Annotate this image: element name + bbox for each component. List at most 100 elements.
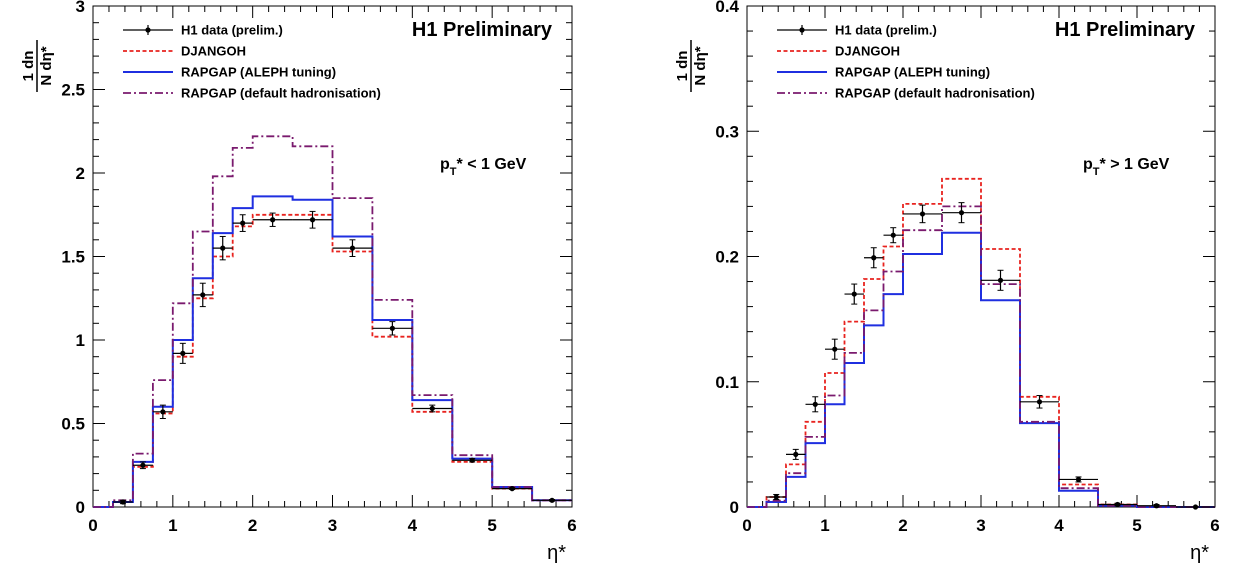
data-point: [903, 204, 942, 224]
chart-title: H1 Preliminary: [412, 19, 553, 41]
y-tick-label: 0: [76, 498, 85, 517]
data-point: [192, 282, 213, 308]
legend-item: RAPGAP (default hadronisation): [123, 86, 381, 101]
y-axis-label: 1 dn N dη*: [20, 40, 55, 92]
legend-label: H1 data (prelim.): [181, 23, 283, 38]
data-point: [805, 396, 825, 413]
y-tick-label: 0.3: [715, 122, 739, 141]
chart-panel-2: 0 1 2 3 4 5 6 0 0.1 0.2 0.3 0.4 η* 1 dn N dη* H1 Prelim…: [674, 0, 1220, 564]
data-point-marker: [120, 499, 126, 505]
x-tick-label: 4: [1054, 516, 1064, 535]
y-tick-label: 0.2: [715, 248, 739, 267]
legend-item: RAPGAP (ALEPH tuning): [777, 65, 990, 80]
x-tick-label: 4: [408, 516, 418, 535]
chart-annotation: pT* < 1 GeV: [440, 156, 527, 178]
data-point-marker: [832, 346, 838, 352]
legend-item: DJANGOH: [123, 44, 246, 59]
data-point: [883, 227, 903, 244]
data-point: [112, 499, 133, 505]
data-point-marker: [812, 401, 818, 407]
legend: H1 data (prelim.) DJANGOH RAPGAP (ALEPH tu…: [123, 23, 381, 101]
data-point-marker: [1075, 476, 1082, 483]
data-point-marker: [851, 291, 857, 297]
y-tick-label: 1.5: [61, 248, 85, 267]
legend-item: RAPGAP (default hadronisation): [777, 86, 1035, 101]
legend-item: H1 data (prelim.): [123, 23, 283, 38]
legend-swatch-marker: [145, 27, 151, 33]
y-tick-label: 0: [730, 498, 739, 517]
data-point: [212, 235, 233, 261]
data-point: [492, 486, 533, 492]
x-tick-label: 2: [898, 516, 907, 535]
series-line-rapgap-default-hadronisation: [93, 135, 572, 508]
x-tick-label: 3: [976, 516, 985, 535]
data-point: [1176, 504, 1215, 510]
data-point: [232, 214, 253, 232]
y-tick-label: 2.5: [61, 81, 85, 100]
data-point-marker: [140, 462, 146, 468]
y-axis-label: 1 dn N dη*: [674, 40, 709, 92]
x-tick-label: 6: [1210, 516, 1219, 535]
plot-frame: [92, 5, 573, 508]
data-point: [252, 212, 293, 227]
data-point: [292, 210, 333, 229]
data-point-marker: [349, 245, 356, 251]
legend-item: H1 data (prelim.): [777, 23, 937, 38]
legend-label: RAPGAP (ALEPH tuning): [181, 65, 336, 80]
data-point-marker: [549, 497, 555, 503]
data-point-marker: [389, 325, 395, 331]
data-point: [412, 404, 453, 413]
data-point-marker: [160, 409, 166, 415]
data-point-marker: [270, 217, 276, 223]
data-point-marker: [997, 277, 1004, 283]
data-point: [172, 342, 193, 364]
data-point: [825, 338, 845, 360]
data-point: [1059, 476, 1098, 483]
data-point: [844, 283, 864, 305]
x-tick-label: 6: [567, 516, 576, 535]
data-point-marker: [1036, 399, 1043, 405]
data-point: [766, 493, 786, 500]
series-line-rapgap-aleph-tuning: [747, 231, 1215, 508]
data-point-marker: [773, 494, 779, 500]
data-point: [332, 239, 373, 257]
chart-annotation: pT* > 1 GeV: [1083, 156, 1170, 178]
data-point-marker: [1192, 504, 1199, 510]
x-axis-label: η*: [1190, 542, 1209, 564]
y-tick-label: 3: [76, 0, 85, 16]
data-point-marker: [469, 457, 475, 463]
data-point: [452, 457, 493, 463]
data-point-marker: [309, 217, 316, 223]
x-tick-label: 5: [1132, 516, 1141, 535]
data-point-marker: [919, 211, 926, 217]
x-tick-label: 1: [820, 516, 829, 535]
y-tick-label: 0.5: [61, 415, 85, 434]
x-tick-label: 1: [168, 516, 177, 535]
x-tick-label: 3: [328, 516, 337, 535]
data-point: [152, 404, 173, 419]
data-point: [372, 321, 413, 336]
data-point: [942, 202, 981, 224]
legend-label: H1 data (prelim.): [835, 23, 937, 38]
y-axis-label-denominator: N dη*: [38, 46, 55, 85]
legend-item: RAPGAP (ALEPH tuning): [123, 65, 336, 80]
data-point: [532, 497, 572, 503]
y-axis-label-denominator: N dη*: [692, 46, 709, 85]
legend: H1 data (prelim.) DJANGOH RAPGAP (ALEPH tu…: [777, 23, 1035, 101]
legend-label: RAPGAP (default hadronisation): [181, 86, 381, 101]
data-point: [132, 461, 153, 470]
data-point-marker: [429, 405, 435, 412]
data-point: [1020, 395, 1059, 409]
data-point-marker: [958, 210, 965, 216]
x-tick-label: 0: [742, 516, 751, 535]
data-point-marker: [509, 486, 515, 492]
legend-label: DJANGOH: [181, 44, 246, 59]
series-line-djangoh: [93, 213, 572, 508]
chart-panel-1: 0 1 2 3 4 5 6 0 0.5 1 1.5 2 2.5 3 η* 1 dn N dη* H1 Prelim…: [20, 0, 577, 564]
data-point-marker: [1153, 503, 1160, 509]
data-point-marker: [240, 220, 246, 226]
data-point-marker: [793, 451, 799, 457]
data-point: [1098, 501, 1137, 508]
y-axis-label-numerator: 1 dn: [20, 51, 37, 82]
